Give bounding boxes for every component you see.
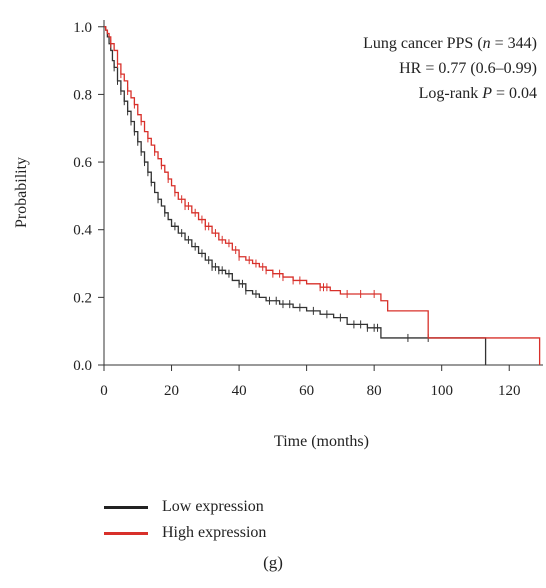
series-high-expression [104,26,541,365]
legend-item-high: High expression [104,520,266,546]
x-tick-label: 20 [164,383,179,399]
y-tick-label: 1.0 [73,20,92,36]
x-tick-label: 60 [299,383,314,399]
x-tick-label: 40 [232,383,247,399]
legend-label-low: Low expression [162,498,264,515]
annotation-pvalue-prefix: Log-rank [419,85,483,102]
x-tick-label: 80 [367,383,382,399]
annotation-cohort-suffix: = 344) [491,35,537,52]
annotation-cohort-n: n [483,35,491,52]
legend-item-low: Low expression [104,494,266,520]
annotation-pvalue-suffix: = 0.04 [492,85,537,102]
y-tick-label: 0.6 [73,155,92,171]
y-tick-label: 0.8 [73,87,92,103]
y-tick-label: 0.2 [73,290,92,306]
y-tick-label: 0.4 [73,223,92,239]
series-low-expression [104,26,487,365]
legend-swatch-low [104,505,148,509]
x-tick-label: 0 [100,383,108,399]
legend-swatch-high [104,531,148,535]
x-axis-title: Time (months) [274,433,369,450]
y-axis-title: Probability [13,157,30,228]
y-tick-label: 0.0 [73,358,92,374]
x-tick-label: 100 [430,383,453,399]
km-chart: 0.0 0.2 0.4 0.6 0.8 1.0 0 20 40 60 80 100 120 Time (m… [13,20,543,450]
annotation-pvalue-p: P [481,85,492,102]
annotation-hr: HR = 0.77 (0.6–0.99) [399,60,537,77]
annotation-pvalue: Log-rank P = 0.04 [419,85,537,102]
annotation-cohort: Lung cancer PPS (n = 344) [363,35,537,52]
panel-label: (g) [263,553,283,572]
annotation-cohort-prefix: Lung cancer PPS ( [363,35,483,52]
survival-curve-low [104,26,487,365]
legend-label-high: High expression [162,524,267,541]
legend: Low expression High expression [104,494,266,546]
x-tick-label: 120 [498,383,521,399]
